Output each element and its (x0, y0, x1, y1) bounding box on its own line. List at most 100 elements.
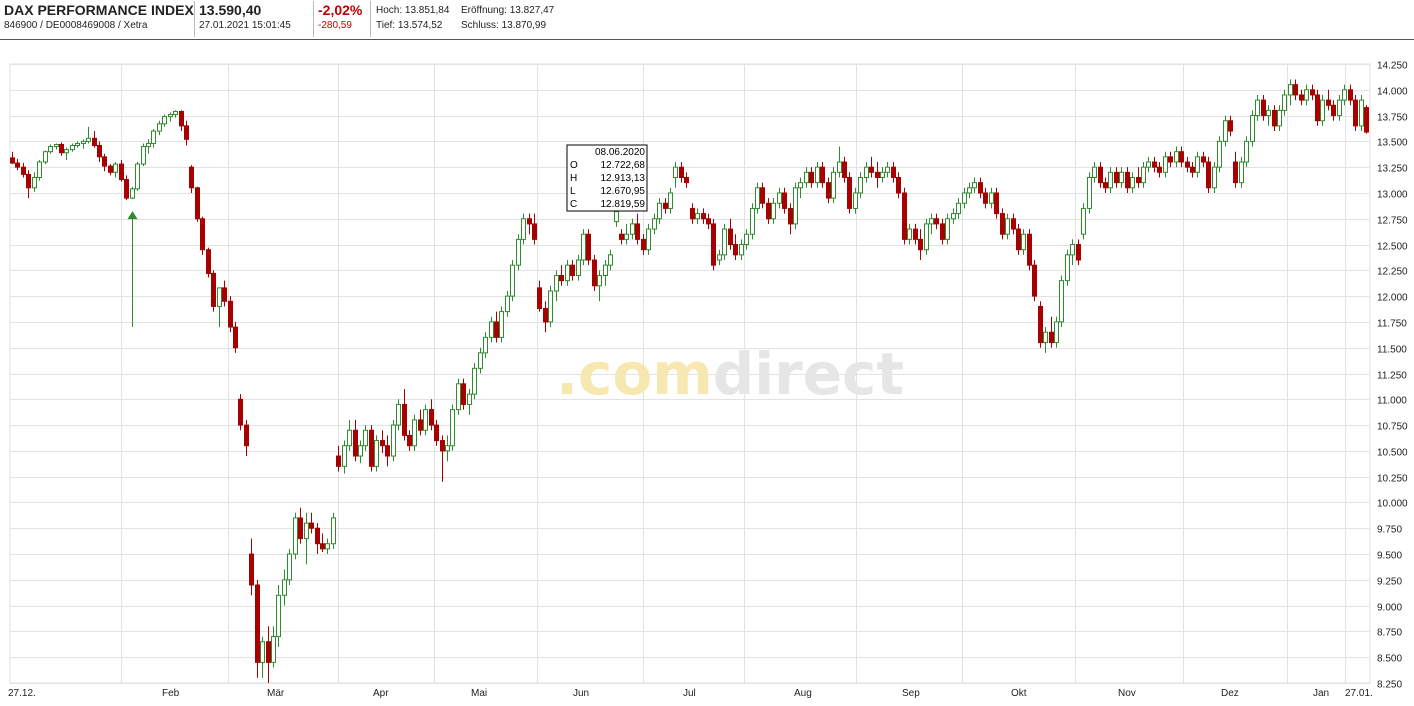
candle-body (423, 409, 428, 431)
candle-body (934, 218, 939, 225)
candle-body (276, 594, 281, 638)
candle-body (527, 218, 532, 225)
candle-body (847, 176, 852, 209)
candle-body (1282, 94, 1287, 111)
y-tick-label: 8.250 (1377, 680, 1402, 691)
candle (924, 218, 929, 255)
candle (1223, 115, 1228, 147)
y-tick-label: 10.250 (1377, 474, 1408, 485)
candle-body (255, 584, 260, 663)
candle-body (771, 202, 776, 220)
candle-body (896, 176, 901, 194)
candle (255, 579, 260, 678)
candle-body (673, 166, 678, 178)
candle (1337, 94, 1342, 121)
tooltip-close-label: C (570, 199, 577, 210)
candle-body (853, 192, 858, 209)
candle-body (1320, 99, 1325, 122)
day-high: Hoch: 13.851,84 (376, 5, 450, 16)
candle (173, 110, 178, 118)
candle (363, 425, 368, 451)
candle (309, 512, 314, 534)
candle-body (141, 146, 146, 165)
candle (353, 419, 358, 462)
candle-body (347, 429, 352, 447)
candle-body (1032, 264, 1037, 297)
candle-body (603, 264, 608, 276)
x-tick-label: Aug (794, 688, 812, 699)
y-tick-label: 10.750 (1377, 422, 1408, 433)
candle-body (97, 145, 102, 158)
candle (624, 223, 629, 245)
candle-body (412, 419, 417, 447)
candle-body (396, 403, 401, 426)
candle-body (766, 202, 771, 220)
candle-body (385, 445, 390, 457)
x-tick-label: Mär (267, 688, 285, 699)
candle (652, 213, 657, 235)
candle (853, 187, 858, 214)
candle (1201, 151, 1206, 168)
candle-body (26, 173, 31, 189)
candle (287, 548, 292, 585)
candle-body (820, 166, 825, 184)
candle (108, 164, 113, 176)
candle-body (43, 151, 48, 163)
candle (1331, 100, 1336, 121)
candle-body (244, 424, 249, 447)
candle-body (1331, 104, 1336, 117)
candle (962, 187, 967, 209)
candle-body (1016, 228, 1021, 251)
candle-body (1272, 109, 1277, 127)
candle (1043, 327, 1048, 353)
y-tick-label: 14.000 (1377, 87, 1408, 98)
y-tick-label: 12.250 (1377, 267, 1408, 278)
candle (380, 430, 385, 453)
candle (315, 523, 320, 555)
candle (1244, 136, 1249, 168)
candle-body (516, 238, 521, 266)
candle (1027, 229, 1032, 271)
candle (1038, 301, 1043, 348)
candle-body (831, 171, 836, 199)
candle (978, 177, 983, 199)
candle (1310, 84, 1315, 101)
candle-body (1206, 161, 1211, 189)
candle-body (32, 176, 37, 189)
candle (48, 144, 53, 154)
candle (701, 208, 706, 224)
candlestick-chart[interactable]: .comdirect 14.250 14.000 13.750 13.500 13.25… (0, 40, 1414, 706)
chart-grid (9, 63, 1371, 684)
candle (1359, 94, 1364, 132)
candle-body (184, 125, 189, 140)
candle-body (815, 166, 820, 184)
candle (271, 626, 276, 668)
candle (304, 512, 309, 565)
candle (1293, 79, 1298, 101)
tooltip-date: 08.06.2020 (595, 147, 645, 158)
candle-body (483, 336, 488, 354)
candle-body (440, 440, 445, 452)
candle (1277, 105, 1282, 132)
y-tick-label: 11.500 (1377, 345, 1407, 356)
candle (1130, 172, 1135, 193)
tooltip-open-label: O (570, 160, 578, 171)
candle (499, 306, 504, 343)
candle-body (1359, 99, 1364, 127)
x-tick-label: Mai (471, 688, 487, 699)
candle (559, 265, 564, 286)
change-percent: -2,02% (318, 2, 363, 18)
candle (37, 159, 42, 181)
candle-body (374, 440, 379, 467)
candle-body (1223, 120, 1228, 142)
candle (1228, 115, 1233, 137)
candle (440, 435, 445, 482)
candle (489, 316, 494, 343)
candle-body (788, 207, 793, 225)
candle (70, 143, 75, 152)
candle-body (1244, 140, 1249, 163)
candle (494, 311, 499, 343)
y-tick-label: 11.000 (1377, 396, 1407, 407)
candle-body (102, 156, 107, 167)
candle-body (624, 233, 629, 240)
